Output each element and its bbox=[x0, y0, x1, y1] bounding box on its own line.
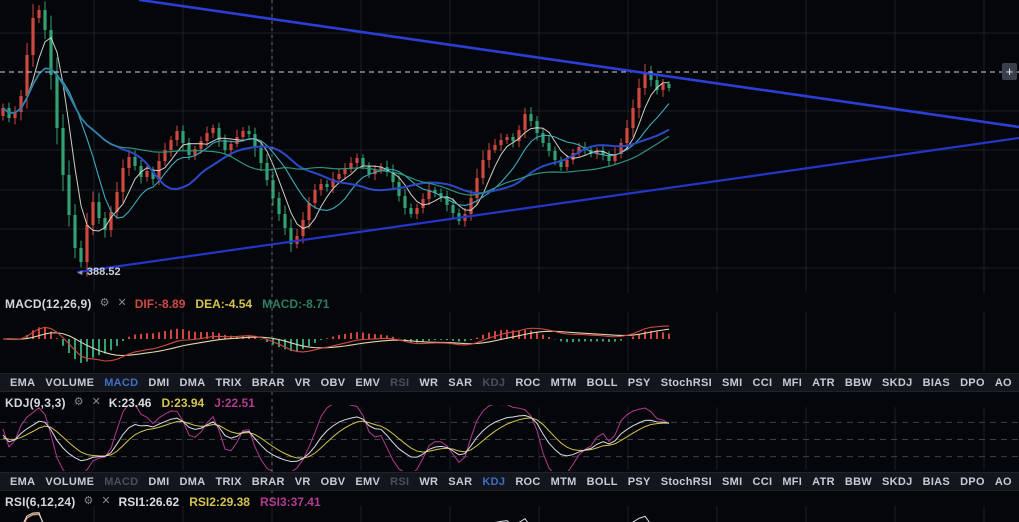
rsi-indicator-title: RSI(6,12,24) bbox=[5, 494, 76, 509]
kdj-indicator-values: K:23.46 D:23.94 J:22.51 bbox=[109, 396, 255, 410]
tab-dpo[interactable]: DPO bbox=[960, 376, 985, 389]
tab-smi[interactable]: SMI bbox=[721, 475, 743, 488]
tab-ao[interactable]: AO bbox=[994, 376, 1012, 389]
tab-dpo[interactable]: DPO bbox=[960, 475, 985, 488]
tab-stochrsi[interactable]: StochRSI bbox=[660, 376, 712, 389]
indicator-value: DEA:-4.54 bbox=[195, 296, 253, 311]
tab-kdj[interactable]: KDJ bbox=[482, 376, 506, 389]
tab-wr[interactable]: WR bbox=[419, 475, 439, 488]
macd-indicator-header: MACD(12,26,9) ⚙ ✕ DIF:-8.89 DEA:-4.54 MACD… bbox=[5, 296, 329, 311]
settings-gear-icon[interactable]: ⚙ bbox=[73, 396, 84, 408]
tab-vr[interactable]: VR bbox=[294, 475, 311, 488]
tab-sar[interactable]: SAR bbox=[448, 376, 473, 389]
add-button[interactable]: + bbox=[1002, 63, 1017, 80]
arrow-left-icon: ◄ bbox=[76, 267, 84, 277]
tab-psy[interactable]: PSY bbox=[627, 475, 651, 488]
tab-stochrsi[interactable]: StochRSI bbox=[660, 475, 712, 488]
indicator-value: RSI3:37.41 bbox=[259, 494, 321, 509]
tab-cci[interactable]: CCI bbox=[752, 475, 773, 488]
rsi-indicator-header: RSI(6,12,24) ⚙ ✕ RSI1:26.62 RSI2:29.38 RSI… bbox=[5, 494, 321, 509]
indicator-tabbar-macd-panel: EMA VOLUME MACD DMI DMA TRIX BRAR VR OBV EMV RSI WR… bbox=[0, 373, 1019, 392]
indicator-tabbar-kdj-panel: EMA VOLUME MACD DMI DMA TRIX BRAR VR OBV EMV RSI WR… bbox=[0, 472, 1019, 491]
close-icon[interactable]: ✕ bbox=[91, 396, 101, 408]
tab-trix[interactable]: TRIX bbox=[215, 376, 242, 389]
tab-skdj[interactable]: SKDJ bbox=[882, 475, 913, 488]
tab-brar[interactable]: BRAR bbox=[251, 376, 285, 389]
tab-emv[interactable]: EMV bbox=[355, 376, 381, 389]
tab-dma[interactable]: DMA bbox=[179, 475, 206, 488]
indicator-value: K:23.46 bbox=[108, 395, 152, 410]
tab-atr[interactable]: ATR bbox=[812, 376, 835, 389]
tab-bias[interactable]: BIAS bbox=[922, 475, 951, 488]
macd-indicator-title: MACD(12,26,9) bbox=[5, 296, 92, 311]
tab-dma[interactable]: DMA bbox=[179, 376, 206, 389]
settings-gear-icon[interactable]: ⚙ bbox=[99, 297, 110, 309]
tab-bias[interactable]: BIAS bbox=[922, 376, 951, 389]
low-price-value: 388.52 bbox=[86, 266, 121, 278]
tab-ao[interactable]: AO bbox=[994, 475, 1012, 488]
tab-boll[interactable]: BOLL bbox=[586, 475, 618, 488]
tab-skdj[interactable]: SKDJ bbox=[882, 376, 913, 389]
tab-volume[interactable]: VOLUME bbox=[45, 376, 95, 389]
tab-ema[interactable]: EMA bbox=[10, 376, 36, 389]
tab-psy[interactable]: PSY bbox=[627, 376, 651, 389]
tab-mfi[interactable]: MFI bbox=[782, 475, 803, 488]
indicator-value: J:22.51 bbox=[214, 395, 255, 410]
settings-gear-icon[interactable]: ⚙ bbox=[83, 495, 94, 507]
tab-dmi[interactable]: DMI bbox=[148, 475, 170, 488]
tab-rsi[interactable]: RSI bbox=[390, 475, 410, 488]
tab-macd[interactable]: MACD bbox=[104, 376, 139, 389]
tab-brar[interactable]: BRAR bbox=[251, 475, 285, 488]
tab-vr[interactable]: VR bbox=[294, 376, 311, 389]
tab-volume[interactable]: VOLUME bbox=[45, 475, 95, 488]
tab-wr[interactable]: WR bbox=[419, 376, 439, 389]
tab-mtm[interactable]: MTM bbox=[550, 475, 577, 488]
tab-trix[interactable]: TRIX bbox=[215, 475, 242, 488]
macd-indicator-values: DIF:-8.89 DEA:-4.54 MACD:-8.71 bbox=[135, 297, 330, 311]
tab-smi[interactable]: SMI bbox=[721, 376, 743, 389]
indicator-value: DIF:-8.89 bbox=[134, 296, 186, 311]
tab-dmi[interactable]: DMI bbox=[148, 376, 170, 389]
tab-cci[interactable]: CCI bbox=[752, 376, 773, 389]
low-price-label: ◄ 388.52 bbox=[76, 266, 121, 278]
tab-obv[interactable]: OBV bbox=[320, 475, 346, 488]
tab-obv[interactable]: OBV bbox=[320, 376, 346, 389]
tab-kdj[interactable]: KDJ bbox=[482, 475, 506, 488]
tab-mtm[interactable]: MTM bbox=[550, 376, 577, 389]
kdj-indicator-header: KDJ(9,3,3) ⚙ ✕ K:23.46 D:23.94 J:22.51 bbox=[5, 395, 255, 410]
tab-sar[interactable]: SAR bbox=[448, 475, 473, 488]
tab-rsi[interactable]: RSI bbox=[390, 376, 410, 389]
close-icon[interactable]: ✕ bbox=[117, 297, 127, 309]
kdj-indicator-title: KDJ(9,3,3) bbox=[5, 395, 66, 410]
tab-ema[interactable]: EMA bbox=[10, 475, 36, 488]
tab-emv[interactable]: EMV bbox=[355, 475, 381, 488]
indicator-value: MACD:-8.71 bbox=[262, 296, 330, 311]
tab-macd[interactable]: MACD bbox=[104, 475, 139, 488]
tab-roc[interactable]: ROC bbox=[515, 475, 541, 488]
close-icon[interactable]: ✕ bbox=[101, 495, 111, 507]
indicator-value: D:23.94 bbox=[161, 395, 205, 410]
indicator-value: RSI1:26.62 bbox=[118, 494, 180, 509]
tab-mfi[interactable]: MFI bbox=[782, 376, 803, 389]
rsi-indicator-values: RSI1:26.62 RSI2:29.38 RSI3:37.41 bbox=[119, 495, 321, 509]
tab-bbw[interactable]: BBW bbox=[844, 475, 873, 488]
tab-bbw[interactable]: BBW bbox=[844, 376, 873, 389]
tab-roc[interactable]: ROC bbox=[515, 376, 541, 389]
tab-atr[interactable]: ATR bbox=[812, 475, 835, 488]
tab-boll[interactable]: BOLL bbox=[586, 376, 618, 389]
indicator-value: RSI2:29.38 bbox=[189, 494, 250, 509]
